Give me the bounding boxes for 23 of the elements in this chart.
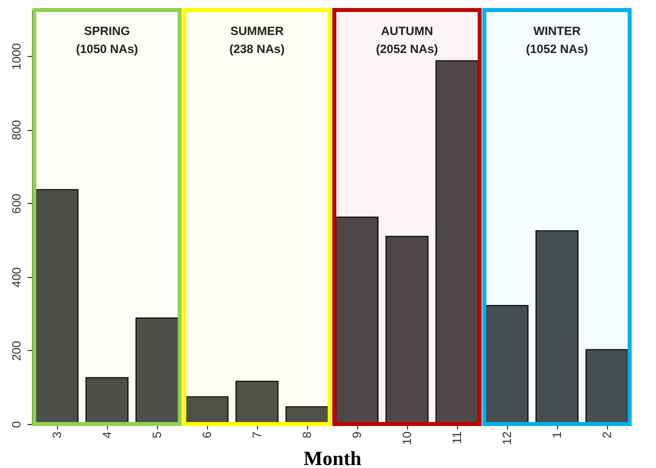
- x-tick-label: 2: [600, 431, 614, 438]
- x-tick-label: 4: [100, 431, 114, 438]
- x-axis-title: Month: [304, 448, 362, 468]
- band-label: SUMMER (238 NAs): [229, 24, 285, 56]
- x-tick-label: 5: [150, 431, 164, 438]
- x-tick-label: 3: [50, 431, 64, 438]
- x-tick-label: 9: [350, 431, 364, 438]
- x-tick-label: 8: [300, 431, 314, 438]
- x-tick-label: 6: [200, 431, 214, 438]
- y-tick-label: 400: [10, 266, 24, 288]
- band-label: WINTER (1052 NAs): [526, 24, 588, 56]
- y-tick-label: 0: [10, 420, 24, 428]
- x-tick-label: 1: [550, 431, 564, 438]
- x-tick-label: 7: [250, 431, 264, 438]
- band-label: SPRING (1050 NAs): [76, 24, 138, 56]
- band-label: AUTUMN (2052 NAs): [376, 24, 438, 56]
- x-tick-label: 11: [450, 431, 464, 444]
- y-tick-label: 800: [10, 120, 24, 140]
- y-tick-label: 200: [10, 340, 24, 361]
- x-tick-label: 10: [400, 431, 414, 445]
- y-tick-label: 600: [10, 193, 24, 214]
- y-tick-label: 1000: [10, 42, 24, 70]
- x-tick-label: 12: [500, 431, 514, 445]
